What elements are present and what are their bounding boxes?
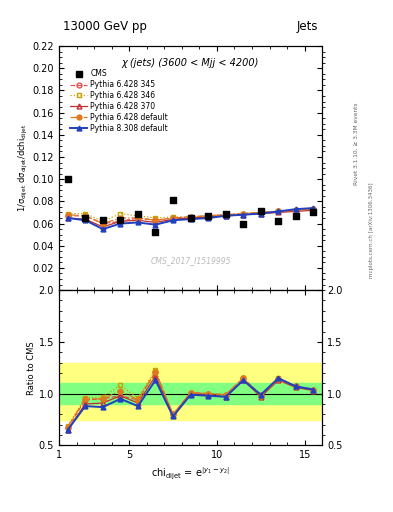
Point	[293, 212, 299, 220]
Text: Rivet 3.1.10, ≥ 3.3M events: Rivet 3.1.10, ≥ 3.3M events	[354, 102, 359, 185]
Text: mcplots.cern.ch [arXiv:1306.3436]: mcplots.cern.ch [arXiv:1306.3436]	[369, 183, 375, 278]
Point	[152, 228, 159, 237]
Point	[135, 209, 141, 218]
Legend: CMS, Pythia 6.428 345, Pythia 6.428 346, Pythia 6.428 370, Pythia 6.428 default,: CMS, Pythia 6.428 345, Pythia 6.428 346,…	[68, 67, 170, 135]
Text: χ (jets) (3600 < Mjj < 4200): χ (jets) (3600 < Mjj < 4200)	[122, 58, 259, 68]
Point	[258, 207, 264, 216]
Point	[240, 220, 246, 228]
Point	[222, 209, 229, 218]
Point	[100, 216, 106, 224]
Point	[275, 217, 281, 225]
Bar	[59, 362, 322, 419]
Text: 13000 GeV pp: 13000 GeV pp	[63, 20, 147, 33]
Point	[205, 212, 211, 220]
Text: Jets: Jets	[297, 20, 318, 33]
X-axis label: chi$_{\mathrm{dijet}}$ = e$^{|y_1 - y_2|}$: chi$_{\mathrm{dijet}}$ = e$^{|y_1 - y_2|…	[151, 466, 230, 482]
Point	[170, 196, 176, 204]
Bar	[59, 383, 322, 404]
Text: CMS_2017_I1519995: CMS_2017_I1519995	[151, 257, 231, 265]
Point	[82, 214, 88, 222]
Y-axis label: 1/σ$_{\mathrm{dijet}}$ dσ$_{\mathrm{dijet}}$/dchi$_{\mathrm{dijet}}$: 1/σ$_{\mathrm{dijet}}$ dσ$_{\mathrm{dije…	[17, 124, 30, 212]
Point	[310, 208, 317, 217]
Y-axis label: Ratio to CMS: Ratio to CMS	[27, 341, 36, 395]
Point	[117, 216, 123, 224]
Point	[64, 175, 71, 183]
Point	[187, 214, 194, 222]
